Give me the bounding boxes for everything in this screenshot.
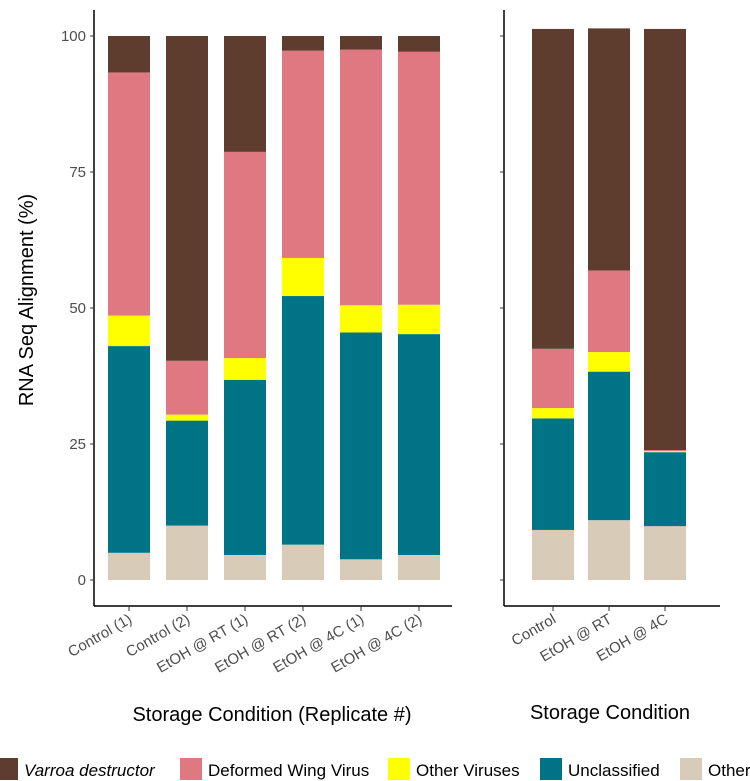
bar-segment xyxy=(340,305,382,333)
legend-swatch xyxy=(540,758,562,780)
bar-segment xyxy=(108,346,150,553)
bar-segment xyxy=(340,559,382,580)
bar-segment xyxy=(644,526,686,580)
legend-label: Other Viruses xyxy=(416,761,520,780)
bar-segment xyxy=(398,304,440,335)
y-axis-title: RNA Seq Alignment (%) xyxy=(16,194,38,406)
bar-segment xyxy=(532,408,574,419)
bar-segment xyxy=(282,36,324,51)
bar-segment xyxy=(588,352,630,372)
y-tick-label: 0 xyxy=(78,572,86,589)
bar-segment xyxy=(532,348,574,409)
legend: Varroa destructor Deformed Wing Virus Othe… xyxy=(0,758,750,780)
bar-segment xyxy=(166,414,208,421)
bar-segment xyxy=(644,28,686,450)
bar-segment xyxy=(340,49,382,306)
bar-segment xyxy=(166,36,208,361)
bar-segment xyxy=(644,449,686,452)
legend-swatch xyxy=(180,758,202,780)
legend-swatch xyxy=(388,758,410,780)
bar-segment xyxy=(588,28,630,271)
bar-segment xyxy=(398,334,440,555)
bar-segment xyxy=(532,418,574,530)
bar-segment xyxy=(588,270,630,353)
legend-label: Varroa destructor xyxy=(24,761,156,780)
bar-segment xyxy=(224,554,266,580)
bar-segment xyxy=(532,28,574,349)
legend-swatch xyxy=(680,758,702,780)
x-axis-title-replicates: Storage Condition (Replicate #) xyxy=(132,704,411,726)
bar-segment xyxy=(224,358,266,380)
bar-segment xyxy=(644,452,686,527)
bar-segment xyxy=(532,529,574,580)
bar-segment xyxy=(224,151,266,359)
bar-segment xyxy=(282,296,324,545)
bar-segment xyxy=(340,332,382,560)
bar-segment xyxy=(224,379,266,555)
bar-segment xyxy=(644,451,686,453)
bar-segment xyxy=(166,360,208,415)
bar-segment xyxy=(108,315,150,347)
bar-segment xyxy=(282,50,324,258)
bar-segment xyxy=(398,36,440,52)
legend-label: Unclassified xyxy=(568,761,660,780)
bar-segment xyxy=(588,520,630,580)
bar-segment xyxy=(282,544,324,580)
bar-segment xyxy=(588,371,630,521)
legend-label: Deformed Wing Virus xyxy=(208,761,369,780)
bar-segment xyxy=(108,552,150,580)
y-tick-label: 25 xyxy=(69,436,86,453)
y-tick-label: 75 xyxy=(69,164,86,181)
legend-swatch xyxy=(0,758,18,780)
x-tick-label: Control (1) xyxy=(65,611,135,661)
bar-segment xyxy=(166,525,208,580)
bar-segment xyxy=(398,51,440,305)
legend-label: Other xyxy=(708,761,750,780)
bar-segment xyxy=(108,36,150,73)
bar-segment xyxy=(108,72,150,316)
bar-segment xyxy=(224,36,266,152)
bar-segment xyxy=(166,420,208,526)
x-axis-title-storage: Storage Condition xyxy=(530,702,690,724)
bar-segment xyxy=(282,257,324,297)
y-tick-label: 100 xyxy=(61,28,86,45)
bar-segment xyxy=(398,554,440,580)
y-tick-label: 50 xyxy=(69,300,86,317)
bar-segment xyxy=(340,36,382,50)
